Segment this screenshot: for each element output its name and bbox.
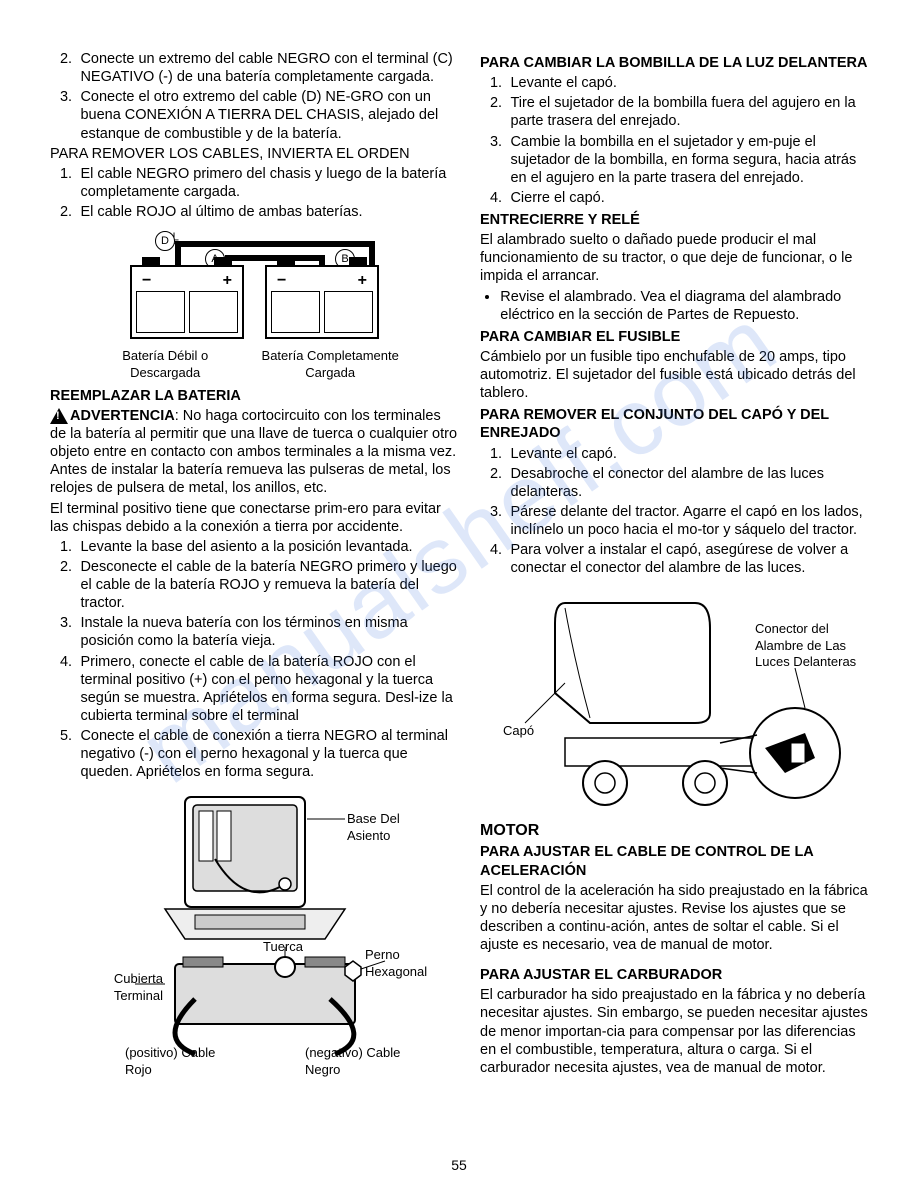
remove-cables-heading: PARA REMOVER LOS CABLES, INVIERTA EL ORD… — [50, 145, 460, 163]
warning-paragraph: ADVERTENCIA: No haga cortocircuito con l… — [50, 407, 460, 498]
bulb-heading: PARA CAMBIAR LA BOMBILLA DE LA LUZ DELAN… — [480, 54, 870, 72]
replace-battery-heading: REEMPLAZAR LA BATERIA — [50, 387, 460, 405]
list-item: Primero, conecte el cable de la batería … — [76, 653, 460, 726]
remove-cables-steps: El cable NEGRO primero del chasis y lueg… — [50, 165, 460, 221]
label-connector: Conector del Alambre de Las Luces Delant… — [755, 621, 865, 670]
label-positive-cable: (positivo) Cable Rojo — [125, 1045, 225, 1078]
warning-icon — [50, 408, 68, 424]
label-hex-bolt: Perno Hexagonal — [365, 947, 435, 980]
motor-heading: MOTOR — [480, 821, 870, 841]
relay-text: El alambrado suelto o dañado puede produ… — [480, 231, 870, 285]
two-column-layout: Conecte un extremo del cable NEGRO con e… — [50, 50, 868, 1079]
list-item: Conecte el otro extremo del cable (D) NE… — [76, 88, 460, 142]
label-nut: Tuerca — [263, 939, 303, 955]
list-item: Desconecte el cable de la batería NEGRO … — [76, 558, 460, 612]
list-item: Levante el capó. — [506, 445, 870, 463]
relay-heading: ENTRECIERRE Y RELÉ — [480, 211, 870, 229]
list-item: Cierre el capó. — [506, 189, 870, 207]
list-item: Revise el alambrado. Vea el diagrama del… — [500, 288, 870, 324]
label-negative-cable: (negativo) Cable Negro — [305, 1045, 415, 1078]
battery-jumper-diagram: ⏚ D A B C −+ −+ — [50, 229, 460, 381]
replace-battery-steps: Levante la base del asiento a la posició… — [50, 538, 460, 782]
list-item: Cambie la bombilla en el sujetador y em-… — [506, 133, 870, 187]
carb-heading: PARA AJUSTAR EL CARBURADOR — [480, 966, 870, 984]
warning-label: ADVERTENCIA — [70, 408, 175, 424]
left-column: Conecte un extremo del cable NEGRO con e… — [50, 50, 460, 1079]
hood-steps: Levante el capó. Desabroche el conector … — [480, 445, 870, 578]
caption-weak-battery: Batería Débil o Descargada — [90, 348, 240, 381]
throttle-text: El control de la aceleración ha sido pre… — [480, 882, 870, 955]
list-item: Desabroche el conector del alambre de la… — [506, 465, 870, 501]
label-seat-base: Base Del Asiento — [347, 811, 415, 844]
page-number: 55 — [451, 1157, 467, 1175]
fuse-text: Cámbielo por un fusible tipo enchufable … — [480, 348, 870, 402]
list-item: Párese delante del tractor. Agarre el ca… — [506, 503, 870, 539]
list-item: Tire el sujetador de la bombilla fuera d… — [506, 94, 870, 130]
label-terminal-cover: Cubierta Terminal — [93, 971, 163, 1004]
carb-text: El carburador ha sido preajustado en la … — [480, 986, 870, 1077]
hood-heading: PARA REMOVER EL CONJUNTO DEL CAPÓ Y DEL … — [480, 406, 870, 442]
label-hood: Capó — [503, 723, 534, 739]
caption-charged-battery: Batería Completamente Cargada — [240, 348, 420, 381]
seat-battery-diagram: Base Del Asiento Cubierta Terminal Tuerc… — [95, 789, 415, 1069]
list-item: Instale la nueva batería con los término… — [76, 614, 460, 650]
right-column: PARA CAMBIAR LA BOMBILLA DE LA LUZ DELAN… — [480, 50, 870, 1079]
list-item: El cable NEGRO primero del chasis y lueg… — [76, 165, 460, 201]
positive-first-note: El terminal positivo tiene que conectars… — [50, 500, 460, 536]
hood-diagram: Capó Conector del Alambre de Las Luces D… — [495, 583, 855, 813]
list-item: Conecte el cable de conexión a tierra NE… — [76, 727, 460, 781]
list-item: Levante el capó. — [506, 74, 870, 92]
relay-bullets: Revise el alambrado. Vea el diagrama del… — [480, 288, 870, 324]
list-item: El cable ROJO al último de ambas batería… — [76, 203, 460, 221]
bulb-steps: Levante el capó. Tire el sujetador de la… — [480, 74, 870, 207]
list-item: Levante la base del asiento a la posició… — [76, 538, 460, 556]
throttle-heading: PARA AJUSTAR EL CABLE DE CONTROL DE LA A… — [480, 843, 870, 879]
list-item: Para volver a instalar el capó, asegúres… — [506, 541, 870, 577]
manual-page: manualshelf.com Conecte un extremo del c… — [0, 0, 918, 1188]
cable-connect-steps: Conecte un extremo del cable NEGRO con e… — [50, 50, 460, 143]
fuse-heading: PARA CAMBIAR EL FUSIBLE — [480, 328, 870, 346]
list-item: Conecte un extremo del cable NEGRO con e… — [76, 50, 460, 86]
